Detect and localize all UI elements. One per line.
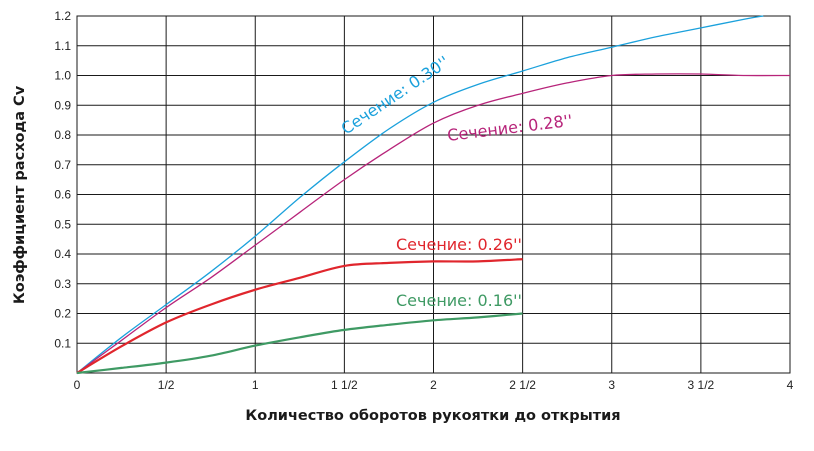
series-lines	[76, 15, 791, 375]
y-tick-label: 0.1	[54, 336, 71, 350]
y-tick-label: 0.7	[54, 158, 71, 172]
plot-frame	[76, 15, 791, 374]
x-axis-title: Количество оборотов рукоятки до открытия	[245, 408, 620, 424]
y-tick-label: 0.4	[54, 247, 71, 261]
series-label-2: Сечение: 0.26''	[396, 235, 522, 254]
y-axis-title: Коэффициент расхода Cv	[12, 85, 28, 304]
y-tick-label: 1.1	[54, 39, 71, 53]
x-tick-label: 2 1/2	[509, 378, 536, 392]
series-line-0	[76, 15, 764, 374]
y-tick-label: 1.0	[54, 69, 71, 83]
x-tick-label: 1	[252, 378, 259, 392]
x-tick-label: 1 1/2	[331, 378, 358, 392]
y-tick-labels: 0.1 0.2 0.3 0.4 0.5 0.6 0.7 0.8 0.9 1.0 1.1 1.2	[54, 9, 71, 350]
x-tick-label: 0	[74, 378, 81, 392]
x-tick-label: 3	[608, 378, 615, 392]
x-tick-label: 2	[430, 378, 437, 392]
series-label-3: Сечение: 0.16''	[396, 291, 522, 310]
x-tick-labels: 0 1/2 1 1 1/2 2 2 1/2 3 3 1/2 4	[74, 378, 794, 392]
series-line-3	[76, 312, 523, 375]
y-tick-label: 0.2	[54, 307, 71, 321]
y-tick-label: 0.8	[54, 128, 71, 142]
series-line-2	[76, 258, 523, 374]
x-tick-label: 1/2	[158, 378, 175, 392]
y-tick-label: 0.6	[54, 188, 71, 202]
y-tick-label: 1.2	[54, 9, 71, 23]
x-tick-label: 4	[787, 378, 794, 392]
x-tick-label: 3 1/2	[688, 378, 715, 392]
series-line-1	[76, 73, 791, 374]
y-tick-label: 0.5	[54, 217, 71, 231]
y-tick-label: 0.9	[54, 98, 71, 112]
y-tick-label: 0.3	[54, 277, 71, 291]
